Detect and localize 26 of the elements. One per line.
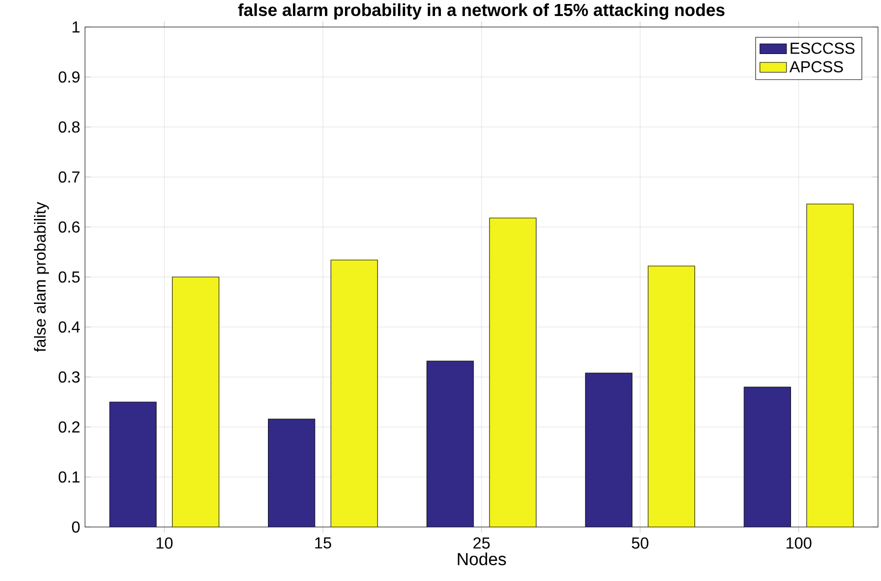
x-tick-label: 50 <box>632 537 648 549</box>
y-tick-label: 0.6 <box>58 221 80 233</box>
y-tick-label: 0.7 <box>58 171 80 183</box>
y-tick-label: 1 <box>72 21 80 32</box>
legend-label: APCSS <box>789 61 843 72</box>
x-tick-label: 15 <box>315 537 332 549</box>
bar <box>426 360 474 527</box>
bar <box>585 372 632 527</box>
y-tick-label: 0.2 <box>58 421 80 433</box>
y-tick-label: 0.4 <box>58 321 80 333</box>
y-tick-label: 0.1 <box>58 471 80 483</box>
x-axis-title: Nodes <box>458 552 506 566</box>
y-tick-label: 0 <box>72 521 80 533</box>
y-tick-label: 0.5 <box>58 271 80 283</box>
bar <box>109 402 157 527</box>
x-tick-label: 25 <box>473 537 490 549</box>
bar <box>744 386 791 527</box>
y-axis-title: false alam probability <box>34 202 49 352</box>
y-tick-label: 0.8 <box>58 121 80 133</box>
legend-label: ESCCSS <box>790 42 854 54</box>
x-tick-label: 10 <box>156 537 173 549</box>
bar <box>268 418 316 527</box>
chart-title: false alarm probability in a network of 15% attacking nodes <box>238 3 724 20</box>
y-tick-label: 0.9 <box>58 71 80 83</box>
y-tick-label: 0.3 <box>58 371 80 383</box>
x-tick-label: 100 <box>786 537 812 549</box>
